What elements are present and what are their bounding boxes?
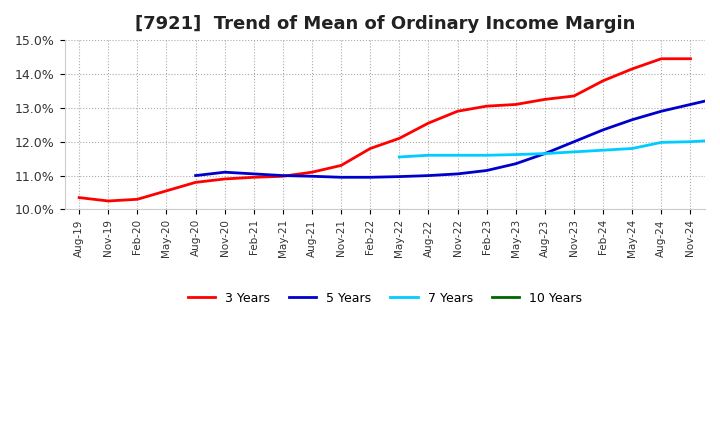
7 Years [541, 151, 549, 156]
3 Years [628, 66, 636, 72]
5 Years [220, 169, 229, 175]
5 Years [454, 171, 462, 176]
3 Years [337, 163, 346, 168]
3 Years [75, 195, 84, 200]
7 Years [395, 154, 404, 160]
3 Years [220, 176, 229, 182]
3 Years [279, 174, 287, 179]
5 Years [657, 109, 666, 114]
7 Years [686, 139, 695, 144]
7 Years [628, 146, 636, 151]
3 Years [541, 97, 549, 102]
3 Years [192, 180, 200, 185]
5 Years [715, 95, 720, 100]
7 Years [715, 137, 720, 143]
Line: 7 Years: 7 Years [400, 126, 720, 157]
7 Years [599, 147, 608, 153]
5 Years [337, 175, 346, 180]
5 Years [307, 174, 316, 179]
3 Years [366, 146, 374, 151]
3 Years [424, 121, 433, 126]
3 Years [250, 175, 258, 180]
7 Years [657, 140, 666, 145]
5 Years [570, 139, 578, 144]
7 Years [570, 149, 578, 154]
5 Years [541, 151, 549, 156]
5 Years [366, 175, 374, 180]
5 Years [279, 173, 287, 178]
3 Years [511, 102, 520, 107]
5 Years [395, 174, 404, 179]
5 Years [628, 117, 636, 122]
7 Years [482, 153, 491, 158]
3 Years [133, 197, 142, 202]
5 Years [250, 171, 258, 176]
3 Years [307, 169, 316, 175]
3 Years [482, 103, 491, 109]
5 Years [686, 102, 695, 107]
7 Years [454, 153, 462, 158]
3 Years [395, 136, 404, 141]
5 Years [511, 161, 520, 166]
Title: [7921]  Trend of Mean of Ordinary Income Margin: [7921] Trend of Mean of Ordinary Income … [135, 15, 635, 33]
Legend: 3 Years, 5 Years, 7 Years, 10 Years: 3 Years, 5 Years, 7 Years, 10 Years [183, 287, 587, 310]
3 Years [686, 56, 695, 61]
5 Years [192, 173, 200, 178]
5 Years [599, 127, 608, 132]
3 Years [570, 93, 578, 99]
7 Years [511, 152, 520, 157]
5 Years [424, 173, 433, 178]
3 Years [454, 109, 462, 114]
3 Years [657, 56, 666, 61]
Line: 5 Years: 5 Years [196, 96, 720, 177]
3 Years [162, 188, 171, 194]
3 Years [104, 198, 112, 204]
3 Years [599, 78, 608, 84]
Line: 3 Years: 3 Years [79, 59, 690, 201]
7 Years [424, 153, 433, 158]
5 Years [482, 168, 491, 173]
